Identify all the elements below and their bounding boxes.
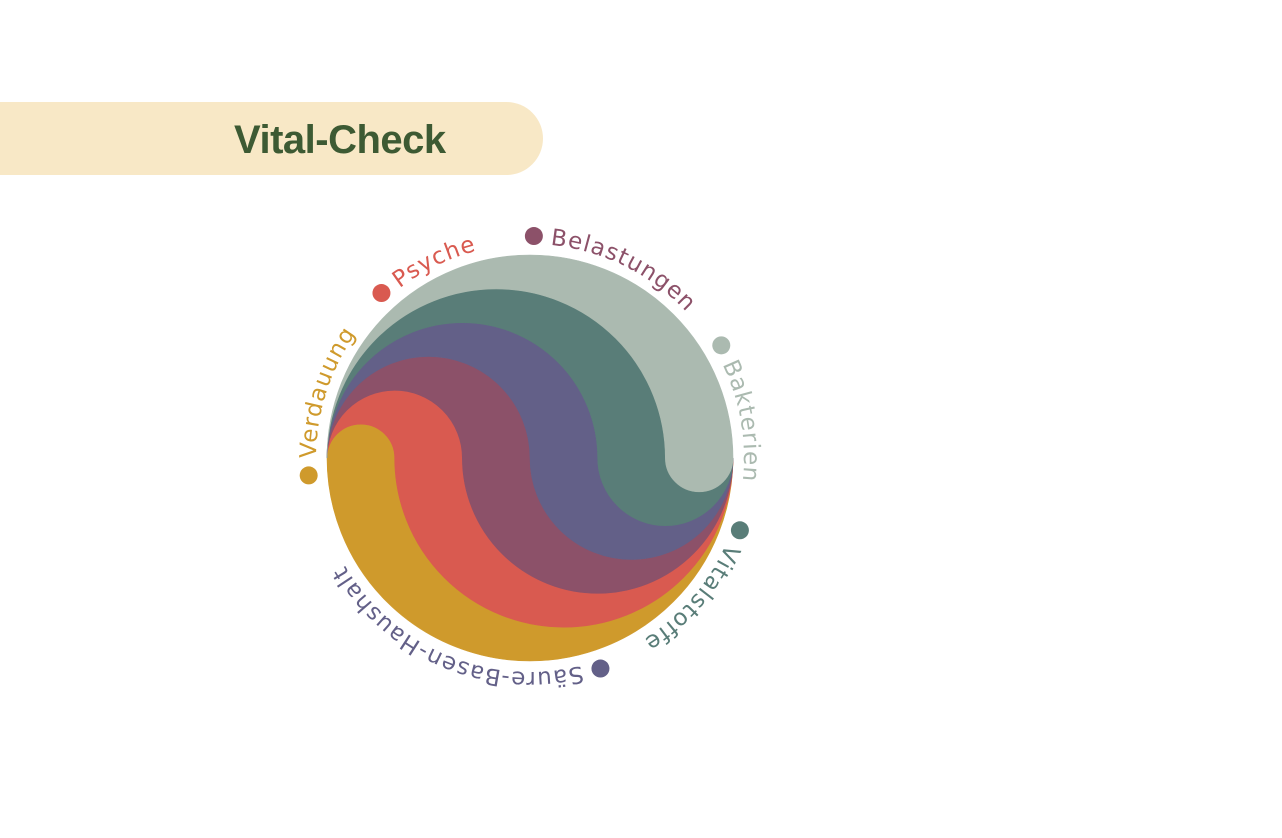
- title-banner: [0, 102, 543, 175]
- dot-icon: [591, 659, 610, 678]
- wheel-bands: [326, 254, 734, 662]
- page-title: Vital-Check: [234, 118, 446, 162]
- dot-icon: [524, 227, 543, 246]
- dot-icon: [730, 521, 749, 540]
- dot-icon: [372, 284, 391, 303]
- dot-icon: [712, 336, 731, 355]
- dot-icon: [299, 466, 318, 485]
